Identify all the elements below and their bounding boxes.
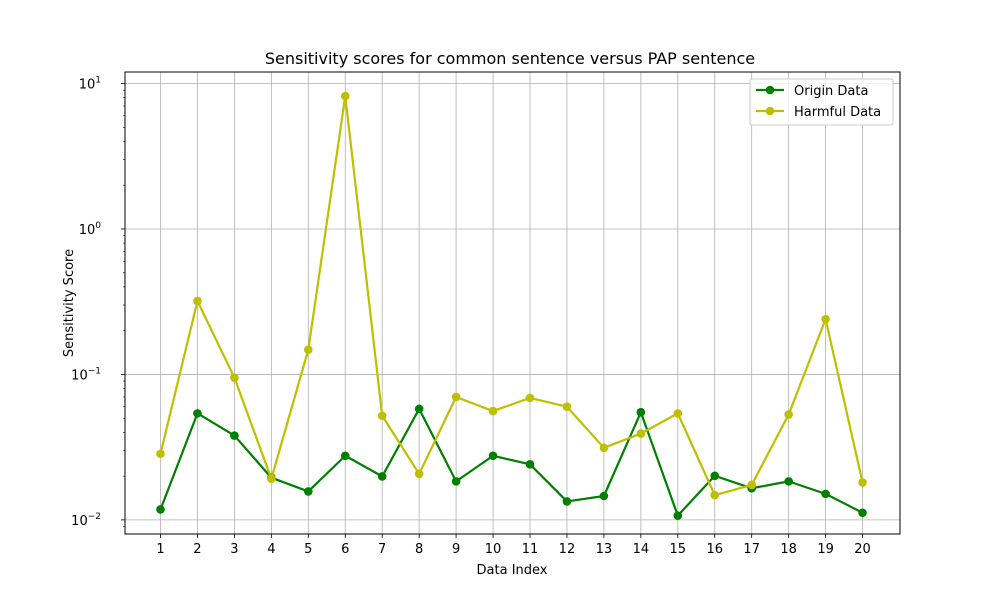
x-tick-label: 4 <box>267 542 275 557</box>
data-point <box>304 345 313 354</box>
data-point <box>821 489 830 499</box>
x-tick-label: 14 <box>633 542 650 557</box>
data-point <box>821 314 830 324</box>
data-point <box>340 451 350 461</box>
legend-label: Harmful Data <box>794 105 881 120</box>
x-tick-label: 13 <box>596 542 613 557</box>
data-point <box>377 472 387 481</box>
data-point <box>636 407 646 417</box>
data-point <box>156 505 165 514</box>
series-layer <box>156 91 867 520</box>
data-point <box>710 490 720 500</box>
data-point <box>230 373 239 382</box>
x-tick-label: 20 <box>854 542 871 557</box>
x-tick-label: 18 <box>780 542 797 557</box>
data-point <box>304 487 313 496</box>
data-point <box>414 404 424 414</box>
x-tick-label: 6 <box>341 542 349 557</box>
data-point <box>340 91 350 101</box>
x-tick-label: 3 <box>230 542 238 557</box>
data-point <box>451 392 461 402</box>
y-tick-label: 100 <box>79 221 102 238</box>
data-point <box>525 460 535 469</box>
data-point <box>784 410 793 419</box>
data-point <box>267 474 276 483</box>
legend-box <box>749 78 894 126</box>
data-point <box>858 508 867 518</box>
data-point <box>784 477 793 486</box>
data-point <box>858 478 867 487</box>
x-tick-label: 17 <box>743 542 760 557</box>
data-point <box>193 296 202 306</box>
data-point <box>156 449 165 459</box>
y-tick-label: 101 <box>79 76 101 93</box>
x-tick-label: 9 <box>452 542 460 557</box>
data-point <box>599 491 609 501</box>
data-point <box>673 511 683 520</box>
chart-title: Sensitivity scores for common sentence v… <box>265 49 755 68</box>
y-tick-label: 10−1 <box>71 366 101 383</box>
plot-frame <box>124 71 901 535</box>
data-point <box>488 451 498 461</box>
data-point <box>562 497 572 506</box>
data-point <box>599 443 609 453</box>
plot-area <box>125 72 900 534</box>
data-point <box>673 409 683 418</box>
x-tick-label: 8 <box>415 542 423 557</box>
data-point <box>525 393 535 403</box>
x-axis: 1 2 3 4 5 6 7 8 9 10 11 12 13 14 15 16 17 18 19 20 <box>156 534 871 557</box>
y-axis: 10−2 10−1 100 101 <box>71 76 125 529</box>
y-axis-label: Sensitivity Score <box>62 249 77 357</box>
x-tick-label: 10 <box>485 542 502 557</box>
data-point <box>377 411 387 421</box>
data-point <box>488 406 498 416</box>
x-tick-label: 15 <box>670 542 687 557</box>
data-point <box>636 429 646 438</box>
x-tick-label: 7 <box>378 542 386 557</box>
x-tick-label: 12 <box>559 542 576 557</box>
legend-marker <box>765 106 775 116</box>
x-tick-label: 11 <box>522 542 539 557</box>
grid <box>125 72 900 534</box>
x-tick-label: 19 <box>817 542 834 557</box>
x-tick-label: 2 <box>193 542 201 557</box>
y-tick-label: 10−2 <box>71 512 101 529</box>
data-point <box>451 477 461 486</box>
x-axis-label: Data Index <box>477 563 548 578</box>
data-point <box>193 409 202 418</box>
legend-label: Origin Data <box>794 84 868 99</box>
legend: Origin Data Harmful Data <box>749 78 894 126</box>
x-tick-label: 5 <box>304 542 312 557</box>
series-harmful-data <box>156 91 867 500</box>
data-point <box>230 431 239 440</box>
data-point <box>562 402 572 412</box>
data-point <box>747 480 756 490</box>
x-tick-label: 1 <box>156 542 164 557</box>
x-tick-label: 16 <box>706 542 723 557</box>
series-line <box>159 94 864 497</box>
data-point <box>414 469 424 479</box>
legend-marker <box>765 85 775 95</box>
data-point <box>710 471 720 481</box>
